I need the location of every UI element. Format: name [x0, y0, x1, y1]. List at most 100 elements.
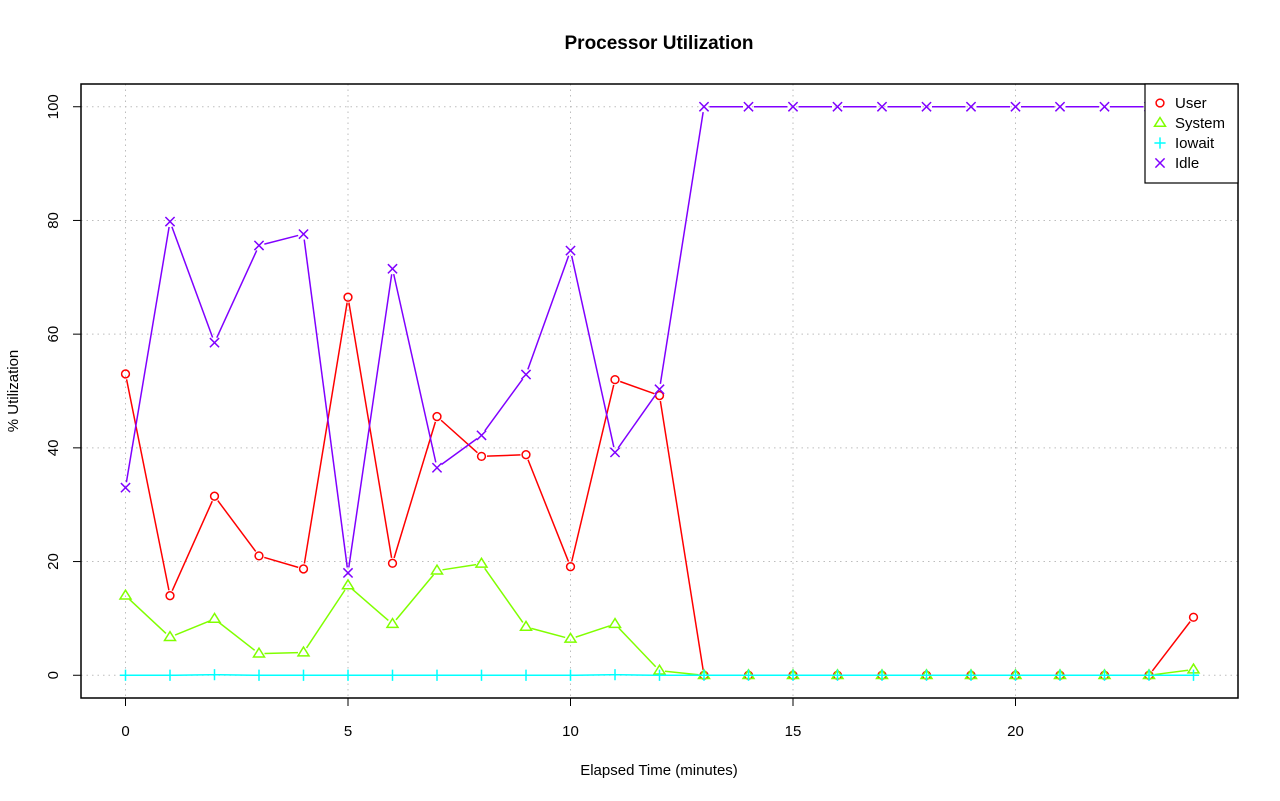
legend-marker	[1154, 157, 1166, 169]
series-line-segment	[486, 454, 521, 457]
data-point	[298, 228, 309, 240]
data-point	[430, 563, 444, 575]
y-tick-label: 40	[45, 440, 62, 457]
data-point	[207, 612, 222, 624]
series-idle	[120, 101, 1199, 579]
data-point	[563, 631, 578, 643]
data-point	[1010, 101, 1021, 112]
data-point	[565, 245, 576, 256]
data-point	[253, 669, 265, 681]
x-tick-label: 5	[344, 723, 352, 740]
legend-item-system: System	[1153, 115, 1225, 132]
data-point	[164, 669, 176, 681]
data-point	[386, 669, 399, 681]
legend-label: Iowait	[1175, 135, 1215, 152]
series-line-segment	[303, 239, 349, 568]
data-point	[698, 101, 710, 112]
data-point	[253, 240, 265, 251]
data-point	[298, 564, 309, 574]
series-line-segment	[264, 651, 299, 655]
data-point	[521, 450, 531, 460]
series-line-segment	[392, 273, 437, 463]
y-tick-label: 100	[45, 94, 62, 119]
data-point	[385, 617, 400, 629]
legend-label: User	[1175, 95, 1207, 112]
data-point	[787, 669, 799, 681]
series-line-segment	[348, 274, 393, 568]
series-line-segment	[440, 419, 478, 454]
series-line-segment	[619, 380, 655, 395]
series-line-segment	[305, 589, 346, 649]
data-point	[832, 101, 843, 112]
data-point	[342, 567, 354, 579]
data-point	[208, 669, 221, 681]
series-line-segment	[527, 459, 570, 562]
data-point	[1054, 669, 1066, 681]
series-line-segment	[129, 598, 167, 634]
x-tick-label: 10	[562, 723, 579, 740]
chart-title: Processor Utilization	[565, 33, 754, 54]
data-point	[387, 558, 398, 568]
data-point	[742, 669, 755, 681]
series-line-segment	[531, 627, 566, 639]
data-point	[120, 369, 131, 379]
series-line-segment	[351, 588, 389, 622]
data-point	[120, 482, 131, 493]
series-line-segment	[617, 393, 657, 449]
data-point	[787, 101, 799, 112]
legend: User System Iowait Idle	[1144, 83, 1239, 184]
data-point	[1099, 101, 1110, 112]
data-point	[297, 669, 310, 681]
data-point	[296, 645, 311, 657]
data-point	[476, 430, 487, 441]
legend-marker	[1155, 98, 1165, 108]
series-line-segment	[174, 620, 210, 636]
data-point	[118, 588, 133, 600]
series-line-segment	[1151, 621, 1191, 672]
series-line-segment	[171, 226, 214, 338]
series-line-segment	[216, 250, 258, 338]
data-point	[209, 337, 220, 348]
data-point	[342, 669, 354, 681]
series-line-segment	[442, 563, 477, 571]
data-point	[254, 551, 264, 561]
x-tick-label: 20	[1007, 723, 1024, 740]
x-ticks: 0 5 10 15 20	[121, 698, 1024, 740]
data-point	[1054, 101, 1066, 112]
data-point	[520, 369, 532, 380]
data-point	[252, 646, 266, 658]
data-point	[565, 562, 576, 572]
series-line-segment	[659, 400, 704, 670]
legend-marker	[1154, 137, 1166, 149]
data-point	[520, 669, 532, 681]
data-point	[119, 669, 132, 681]
series-line-segment	[217, 500, 257, 552]
series-layer	[118, 101, 1201, 681]
data-point	[519, 620, 533, 631]
series-line-segment	[1154, 669, 1189, 676]
data-point	[653, 669, 666, 681]
legend-items: User System Iowait Idle	[1153, 95, 1225, 172]
series-iowait	[119, 669, 1200, 681]
legend-label: Idle	[1175, 155, 1199, 172]
series-line-segment	[571, 384, 615, 562]
series-line-segment	[527, 255, 570, 370]
series-line-segment	[393, 421, 437, 559]
data-point	[341, 578, 355, 590]
data-point	[1187, 669, 1200, 681]
data-point	[1098, 669, 1111, 681]
data-point	[165, 591, 175, 601]
series-line-segment	[125, 226, 170, 483]
legend-marker	[1153, 116, 1167, 128]
data-point	[654, 384, 665, 395]
data-point	[431, 462, 443, 473]
legend-item-user: User	[1155, 95, 1207, 112]
y-tick-label: 0	[45, 671, 62, 679]
axes: 0 5 10 15 20 0 20 40 60 80 100	[45, 94, 1024, 740]
series-line-segment	[441, 437, 478, 466]
y-tick-label: 60	[45, 326, 62, 343]
data-point	[387, 263, 398, 274]
data-point	[698, 669, 710, 681]
series-line-segment	[484, 378, 524, 432]
